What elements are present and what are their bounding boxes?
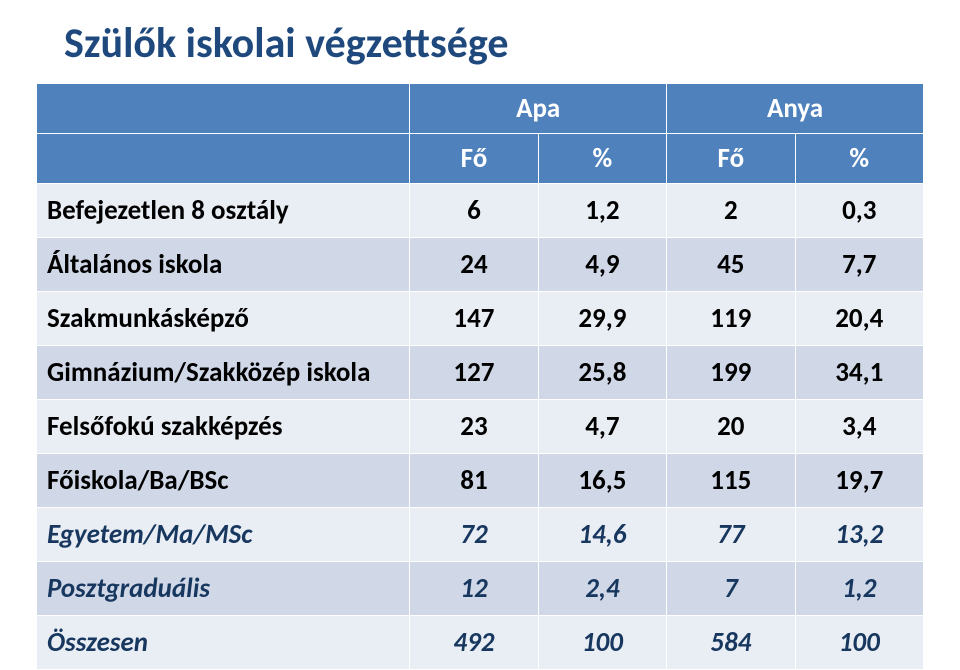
education-table: Apa Anya Fő % Fő % Befejezetlen 8 osztál…: [36, 83, 924, 670]
cell-apa-fo: 492: [410, 616, 538, 670]
cell-apa-pct: 1,2: [538, 184, 666, 238]
cell-anya-pct: 1,2: [795, 562, 923, 616]
row-label: Egyetem/Ma/MSc: [37, 508, 410, 562]
cell-apa-pct: 100: [538, 616, 666, 670]
cell-anya-fo: 45: [667, 238, 795, 292]
table-sub-header-row: Fő % Fő %: [37, 134, 924, 184]
row-label: Szakmunkásképző: [37, 292, 410, 346]
table-row: Posztgraduális122,471,2: [37, 562, 924, 616]
cell-apa-pct: 2,4: [538, 562, 666, 616]
table-row: Felsőfokú szakképzés234,7203,4: [37, 400, 924, 454]
cell-anya-pct: 19,7: [795, 454, 923, 508]
row-label: Főiskola/Ba/BSc: [37, 454, 410, 508]
cell-apa-fo: 23: [410, 400, 538, 454]
row-label: Felsőfokú szakképzés: [37, 400, 410, 454]
group-header-apa: Apa: [410, 84, 667, 134]
cell-apa-pct: 4,9: [538, 238, 666, 292]
sub-header-anya-fo: Fő: [667, 134, 795, 184]
cell-apa-pct: 25,8: [538, 346, 666, 400]
table-body: Befejezetlen 8 osztály61,220,3Általános …: [37, 184, 924, 670]
table-row: Főiskola/Ba/BSc8116,511519,7: [37, 454, 924, 508]
row-label: Gimnázium/Szakközép iskola: [37, 346, 410, 400]
sub-header-apa-pct: %: [538, 134, 666, 184]
row-label: Befejezetlen 8 osztály: [37, 184, 410, 238]
row-label: Posztgraduális: [37, 562, 410, 616]
cell-anya-pct: 13,2: [795, 508, 923, 562]
sub-header-blank: [37, 134, 410, 184]
cell-apa-fo: 24: [410, 238, 538, 292]
cell-anya-fo: 20: [667, 400, 795, 454]
cell-anya-fo: 584: [667, 616, 795, 670]
cell-apa-pct: 16,5: [538, 454, 666, 508]
page: Szülők iskolai végzettsége Apa Anya Fő %…: [0, 0, 960, 670]
sub-header-apa-fo: Fő: [410, 134, 538, 184]
cell-anya-fo: 199: [667, 346, 795, 400]
cell-apa-fo: 127: [410, 346, 538, 400]
page-title: Szülők iskolai végzettsége: [64, 18, 924, 69]
cell-anya-fo: 115: [667, 454, 795, 508]
table-row: Összesen492100584100: [37, 616, 924, 670]
table-row: Gimnázium/Szakközép iskola12725,819934,1: [37, 346, 924, 400]
table-row: Befejezetlen 8 osztály61,220,3: [37, 184, 924, 238]
cell-anya-pct: 3,4: [795, 400, 923, 454]
sub-header-anya-pct: %: [795, 134, 923, 184]
table-row: Szakmunkásképző14729,911920,4: [37, 292, 924, 346]
table-header: Apa Anya Fő % Fő %: [37, 84, 924, 184]
cell-apa-pct: 29,9: [538, 292, 666, 346]
cell-apa-pct: 14,6: [538, 508, 666, 562]
row-label: Összesen: [37, 616, 410, 670]
cell-apa-fo: 72: [410, 508, 538, 562]
cell-apa-fo: 81: [410, 454, 538, 508]
cell-anya-pct: 0,3: [795, 184, 923, 238]
cell-anya-fo: 7: [667, 562, 795, 616]
cell-apa-fo: 12: [410, 562, 538, 616]
group-header-anya: Anya: [667, 84, 924, 134]
cell-anya-pct: 100: [795, 616, 923, 670]
cell-anya-pct: 34,1: [795, 346, 923, 400]
cell-anya-pct: 20,4: [795, 292, 923, 346]
cell-apa-fo: 6: [410, 184, 538, 238]
table-group-header-row: Apa Anya: [37, 84, 924, 134]
cell-anya-fo: 2: [667, 184, 795, 238]
cell-anya-fo: 119: [667, 292, 795, 346]
table-row: Egyetem/Ma/MSc7214,67713,2: [37, 508, 924, 562]
group-header-blank: [37, 84, 410, 134]
cell-anya-pct: 7,7: [795, 238, 923, 292]
cell-apa-fo: 147: [410, 292, 538, 346]
table-row: Általános iskola244,9457,7: [37, 238, 924, 292]
row-label: Általános iskola: [37, 238, 410, 292]
cell-apa-pct: 4,7: [538, 400, 666, 454]
cell-anya-fo: 77: [667, 508, 795, 562]
